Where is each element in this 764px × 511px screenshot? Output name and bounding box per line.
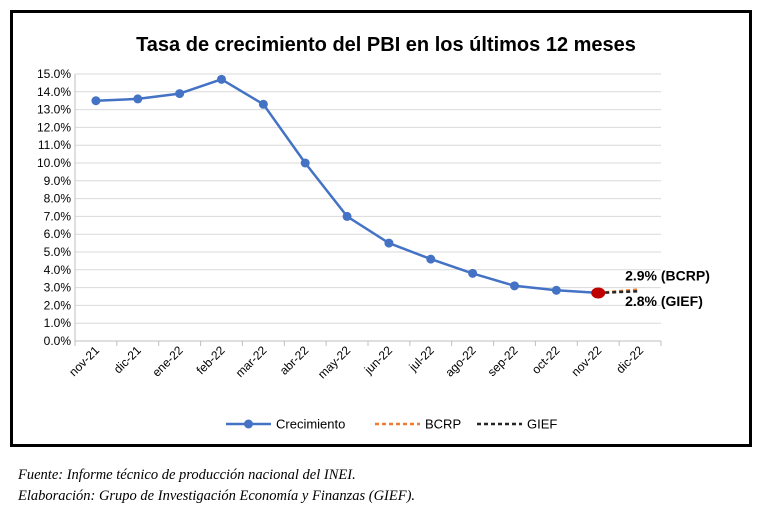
x-tick-label: oct-22 (529, 343, 563, 377)
source-note: Fuente: Informe técnico de producción na… (18, 467, 356, 483)
x-tick-label: jul-22 (406, 343, 438, 375)
data-point (426, 254, 436, 264)
data-point (217, 74, 226, 84)
data-point (258, 99, 268, 109)
data-point (133, 94, 143, 104)
chart-title: Tasa de crecimiento del PBI en los últim… (136, 34, 636, 56)
legend-label: Crecimiento (276, 417, 345, 432)
x-tick-label: ago-22 (442, 343, 479, 380)
gridlines (75, 73, 661, 324)
y-tick-label: 15.0% (37, 67, 71, 81)
series-line-crecimiento (95, 78, 599, 295)
x-tick-label: nov-22 (568, 343, 604, 379)
chart-frame: Tasa de crecimiento del PBI en los últim… (10, 10, 752, 447)
highlight-point (591, 287, 606, 299)
data-point (384, 238, 394, 248)
data-point (342, 211, 352, 221)
x-tick-label: jun-22 (361, 343, 395, 377)
y-tick-label: 10.0% (37, 156, 71, 170)
legend-marker (244, 419, 253, 429)
data-point (300, 158, 310, 168)
series-lines (95, 78, 641, 295)
credit-note: Elaboración: Grupo de Investigación Econ… (18, 488, 416, 504)
annotations: 2.9% (BCRP) 2.8% (GIEF) (625, 267, 710, 309)
data-point (175, 89, 185, 99)
x-tick-label: abr-22 (277, 343, 312, 378)
x-tick-label: nov-21 (66, 343, 102, 379)
x-tick-label: feb-22 (194, 343, 228, 377)
y-tick-label: 3.0% (44, 281, 72, 295)
x-tick-label: may-22 (315, 343, 353, 381)
x-tick-label: dic-21 (111, 343, 144, 376)
x-tick-label: mar-22 (233, 343, 270, 380)
chart-notes: Fuente: Informe técnico de producción na… (18, 465, 415, 507)
y-tick-label: 12.0% (37, 120, 71, 134)
y-tick-label: 6.0% (44, 227, 72, 241)
y-tick-label: 2.0% (44, 298, 72, 312)
y-tick-label: 13.0% (37, 103, 71, 117)
x-tick-label: ene-22 (149, 343, 186, 380)
data-point (468, 268, 478, 278)
y-tick-label: 11.0% (38, 138, 71, 152)
y-tick-label: 1.0% (44, 316, 72, 330)
y-tick-label: 4.0% (44, 263, 72, 277)
data-point (91, 96, 101, 106)
annotation-label: 2.9% (BCRP) (625, 267, 710, 283)
y-tick-label: 7.0% (44, 209, 72, 223)
y-tick-label: 5.0% (44, 245, 72, 259)
annotation-label: 2.8% (GIEF) (625, 293, 703, 309)
series-markers (91, 74, 606, 299)
x-tick-label: sep-22 (485, 343, 521, 379)
legend: Crecimiento BCRP GIEF (226, 417, 557, 432)
y-tick-label: 0.0% (44, 334, 72, 348)
y-tick-label: 9.0% (44, 174, 72, 188)
x-tick-label: dic-22 (613, 343, 646, 376)
line-chart: Tasa de crecimiento del PBI en los últim… (37, 34, 710, 432)
y-tick-label: 14.0% (37, 85, 71, 99)
data-point (510, 281, 519, 291)
y-tick-label: 8.0% (44, 192, 72, 206)
axes: 0.0% 1.0% 2.0% 3.0% 4.0% 5.0% 6.0% 7.0% 8.0% 9.0%… (37, 67, 662, 381)
data-point (551, 285, 561, 295)
legend-label: GIEF (527, 417, 557, 432)
legend-label: BCRP (425, 417, 461, 432)
